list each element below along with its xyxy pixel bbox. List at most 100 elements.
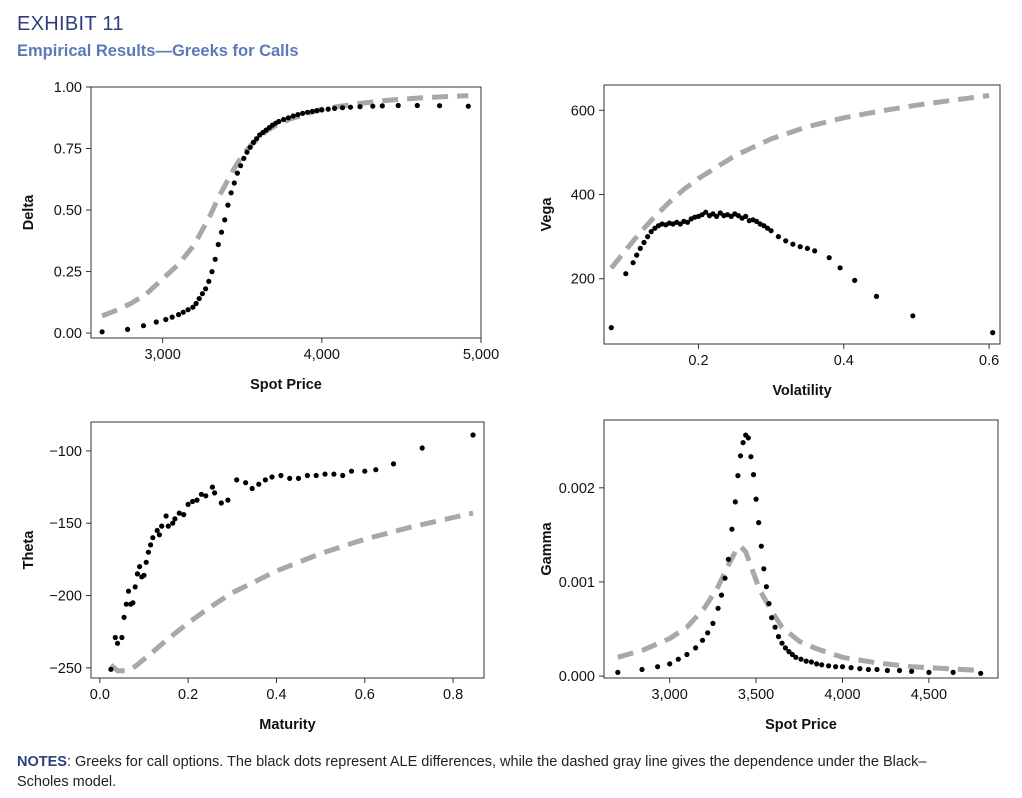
delta-y-tick-label: 0.00 [54,326,82,342]
theta-ale-point [243,480,249,486]
delta-y-tick-label: 0.75 [54,142,82,158]
vega-ale-point [826,255,832,261]
theta-ale-point [121,614,127,620]
delta-ale-point [163,316,169,323]
gamma-ale-point [826,663,832,669]
gamma-ale-point [782,645,789,651]
theta-ale-point [209,484,215,490]
theta-ale-point [212,490,218,496]
gamma-y-axis-label: Gamma [539,521,555,575]
vega-ale-point [630,260,636,266]
delta-ale-point [238,163,244,169]
vega-ale-point [783,238,789,244]
delta-ale-point [276,118,282,125]
vega-plot-frame [603,84,1001,345]
theta-ale-point [287,475,293,481]
vega-x-tick-label: 0.6 [979,353,999,369]
theta-x-tick-label: 0.6 [355,687,375,703]
theta-ale-point [331,471,337,477]
vega-ale-point [775,234,782,240]
vega-ale-point [797,244,803,250]
gamma-ale-point [819,662,825,668]
vega-ale-point [910,313,916,319]
gamma-ale-point [896,667,903,674]
theta-ale-point [185,501,191,507]
delta-ale-point [206,278,212,284]
theta-ale-point [141,572,147,578]
theta-y-tick-label: −150 [49,516,82,532]
theta-ale-point [165,523,171,529]
delta-ale-point [180,309,186,315]
gamma-ale-point [814,661,820,667]
vega-ale-point [990,330,996,336]
theta-y-tick-label: −200 [49,589,82,605]
vega-ale-point [743,213,749,219]
theta-ale-point [130,600,136,606]
theta-ale-point [256,481,262,487]
delta-ale-point [395,102,401,109]
vega-ale-point [641,239,647,246]
delta-ale-point [319,107,325,113]
theta-ale-point [390,461,397,467]
gamma-ale-point [756,520,762,526]
theta-ale-point [170,520,176,526]
theta-ale-point [295,475,302,481]
gamma-ale-point [857,666,863,672]
delta-ale-point [339,105,346,111]
vega-ale-point [634,252,640,258]
vega-ale-point [873,293,880,299]
delta-ale-point [281,116,287,123]
vega-ale-point [637,245,643,251]
delta-ale-point [414,102,420,109]
gamma-ale-point [729,526,735,532]
delta-x-axis-label: Spot Price [250,377,322,393]
gamma-ale-point [639,666,645,673]
gamma-plot-frame [603,419,999,679]
delta-ale-point [231,180,237,186]
gamma-y-tick-label: 0.002 [559,481,595,497]
delta-ale-point [169,314,175,320]
delta-ale-point [241,155,247,161]
delta-ale-point [295,112,301,118]
theta-ale-point [304,472,310,479]
delta-ale-point [190,304,196,310]
vega-black-scholes-line [609,93,990,270]
gamma-ale-point [874,666,880,673]
delta-ale-point [222,217,228,223]
gamma-x-axis-label: Spot Price [765,717,837,733]
delta-ale-point [247,144,253,150]
theta-ale-point [148,542,154,548]
delta-ale-point [437,103,443,109]
theta-ale-point [181,511,187,518]
theta-ale-point [190,498,196,505]
vega-ale-point [804,245,811,251]
theta-ale-point [419,445,425,451]
vega-ale-point [812,248,818,254]
theta-ale-point [108,666,114,672]
theta-ale-point [362,468,368,474]
theta-ale-point [348,468,355,474]
gamma-ale-point [775,634,782,640]
theta-ale-point [470,432,476,438]
gamma-ale-point [615,669,621,676]
charts-canvas: 3,000 4,000 5,000 0.00 0.25 0.50 0.75 1.00 Spot … [21,80,1001,733]
theta-ale-point [313,472,319,479]
exhibit-subtitle: Empirical Results—Greeks for Calls [17,42,299,60]
theta-ale-point [134,571,140,577]
vega-ale-point [623,271,629,277]
theta-ale-point [145,549,151,555]
gamma-ale-point [758,543,764,549]
theta-ale-point [143,559,149,565]
theta-ale-point [262,477,268,483]
vega-y-tick-label: 200 [571,272,595,288]
gamma-y-tick-label: 0.001 [559,575,595,591]
delta-y-tick-label: 0.25 [54,265,82,281]
theta-x-tick-label: 0.2 [178,687,198,703]
delta-panel: 3,000 4,000 5,000 0.00 0.25 0.50 0.75 1.00 Spot … [21,80,499,393]
delta-x-tick-label: 4,000 [304,347,340,363]
delta-ale-point [215,241,221,248]
delta-ale-point [465,103,471,109]
delta-ale-point [285,115,291,121]
delta-ale-point [199,291,205,297]
gamma-ale-point [675,656,681,662]
